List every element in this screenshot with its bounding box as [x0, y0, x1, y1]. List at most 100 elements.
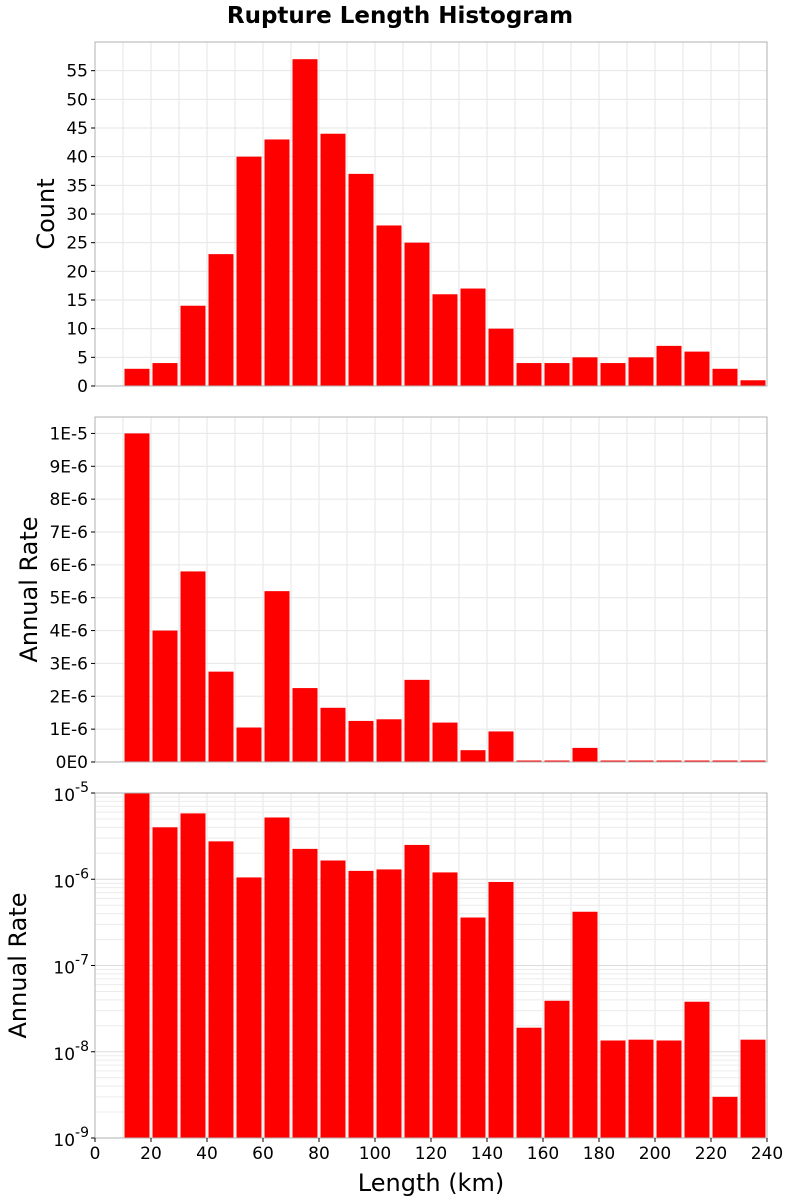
- y-tick-label: 3E-6: [49, 654, 88, 674]
- bar: [124, 793, 150, 1138]
- bar: [600, 363, 626, 386]
- y-tick-label: 10-8: [53, 1039, 89, 1065]
- bar: [516, 363, 542, 386]
- bar: [208, 841, 234, 1138]
- figure-title: Rupture Length Histogram: [227, 3, 573, 29]
- bar: [376, 719, 402, 762]
- bar: [404, 844, 430, 1138]
- bar: [432, 872, 458, 1138]
- bar: [460, 288, 486, 386]
- bar: [320, 707, 346, 762]
- count-histogram-panel: 0 5 10 15 20 25 30 35 40 45 50 55 Count: [32, 41, 768, 397]
- y-tick-label: 15: [66, 291, 88, 311]
- y-tick-label: 8E-6: [49, 490, 88, 510]
- x-tick-label: 20: [140, 1144, 162, 1164]
- y-tick-label: 35: [66, 176, 88, 196]
- bar: [208, 671, 234, 762]
- y-tick-label: 1E-6: [49, 720, 88, 740]
- bar: [656, 760, 682, 762]
- bar: [712, 1096, 738, 1138]
- y-tick-label: 10-7: [53, 953, 89, 979]
- bar: [740, 1039, 766, 1138]
- bar: [320, 860, 346, 1138]
- bar: [404, 242, 430, 386]
- bar: [292, 688, 318, 762]
- bar: [348, 173, 374, 386]
- bar: [264, 817, 290, 1138]
- bar: [124, 433, 150, 762]
- x-tick-label: 240: [751, 1144, 783, 1164]
- bar: [264, 591, 290, 762]
- bar: [572, 911, 598, 1138]
- bar: [432, 294, 458, 386]
- x-tick-label: 140: [471, 1144, 503, 1164]
- bar: [152, 363, 178, 386]
- bar: [628, 760, 654, 762]
- bar: [376, 869, 402, 1138]
- bar: [712, 760, 738, 762]
- bar: [432, 722, 458, 762]
- bar: [348, 870, 374, 1138]
- y-tick-label: 6E-6: [49, 556, 88, 576]
- bar: [740, 760, 766, 762]
- y-tick-label: 0: [77, 377, 88, 397]
- x-tick-label: 120: [415, 1144, 447, 1164]
- y-tick-label: 55: [66, 62, 88, 82]
- plot-frame: [94, 416, 768, 763]
- bar: [544, 1000, 570, 1138]
- bar: [600, 1040, 626, 1138]
- bar: [572, 747, 598, 762]
- bar: [544, 760, 570, 762]
- bar: [404, 679, 430, 762]
- bar: [516, 1027, 542, 1138]
- y-tick-label: 50: [66, 90, 88, 110]
- bar: [180, 813, 206, 1138]
- bar: [656, 1040, 682, 1138]
- bar: [236, 727, 262, 762]
- bar: [488, 731, 514, 762]
- x-tick-label: 220: [695, 1144, 727, 1164]
- bar: [600, 760, 626, 762]
- bar: [460, 750, 486, 762]
- bar: [348, 720, 374, 762]
- y-axis-label: Annual Rate: [15, 516, 43, 662]
- y-tick-label: 10-5: [53, 780, 89, 806]
- y-tick-label: 40: [66, 148, 88, 168]
- bar: [712, 368, 738, 386]
- x-tick-label: 80: [308, 1144, 330, 1164]
- bar: [572, 357, 598, 386]
- y-tick-label: 10-9: [53, 1125, 89, 1151]
- bar: [684, 1001, 710, 1138]
- annual-rate-log-panel: 10-9 10-8 10-7 10-6 10-5 Annual Rate 0 20 40 60 80…: [4, 780, 783, 1197]
- bar: [628, 1039, 654, 1138]
- y-tick-label: 2E-6: [49, 687, 88, 707]
- bar: [656, 345, 682, 386]
- y-tick-label: 45: [66, 119, 88, 139]
- bar: [516, 760, 542, 762]
- bar: [376, 225, 402, 386]
- y-tick-label: 10-6: [53, 866, 89, 892]
- x-tick-label: 180: [583, 1144, 615, 1164]
- x-tick-label: 160: [527, 1144, 559, 1164]
- y-tick-label: 5: [77, 348, 88, 368]
- bar: [544, 363, 570, 386]
- bar: [236, 877, 262, 1138]
- y-axis-label: Count: [32, 178, 60, 249]
- bar: [264, 139, 290, 386]
- x-tick-label: 60: [252, 1144, 274, 1164]
- bar: [488, 881, 514, 1138]
- bar: [180, 305, 206, 386]
- x-tick-label: 100: [359, 1144, 391, 1164]
- y-tick-label: 10: [66, 320, 88, 340]
- y-tick-label: 25: [66, 234, 88, 254]
- bar: [628, 357, 654, 386]
- y-tick-label: 7E-6: [49, 523, 88, 543]
- y-tick-label: 0E0: [56, 753, 88, 773]
- x-tick-label: 0: [90, 1144, 101, 1164]
- bar: [460, 917, 486, 1138]
- y-tick-label: 20: [66, 262, 88, 282]
- y-tick-label: 9E-6: [49, 457, 88, 477]
- bar: [208, 254, 234, 386]
- bar: [488, 328, 514, 386]
- bar: [292, 59, 318, 386]
